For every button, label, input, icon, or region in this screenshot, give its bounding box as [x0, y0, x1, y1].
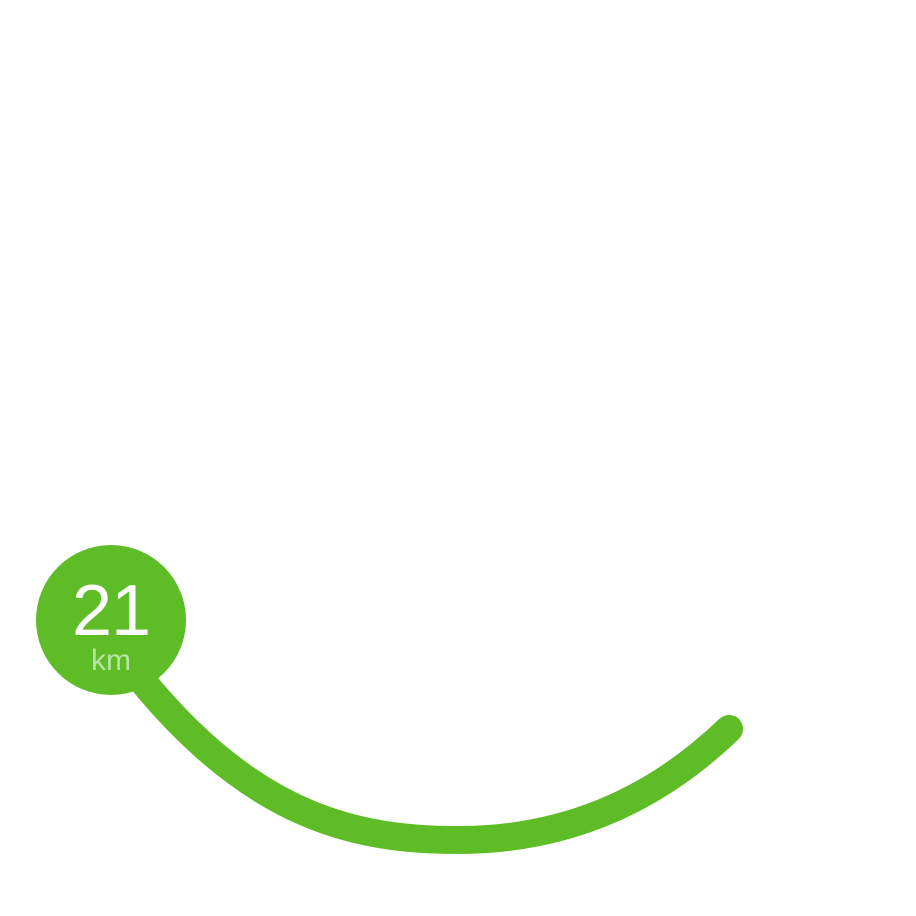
distance-progress-path [126, 664, 743, 855]
distance-unit: km [91, 644, 131, 677]
distance-badge: 21 km [36, 545, 186, 695]
distance-value: 21 [71, 571, 151, 651]
